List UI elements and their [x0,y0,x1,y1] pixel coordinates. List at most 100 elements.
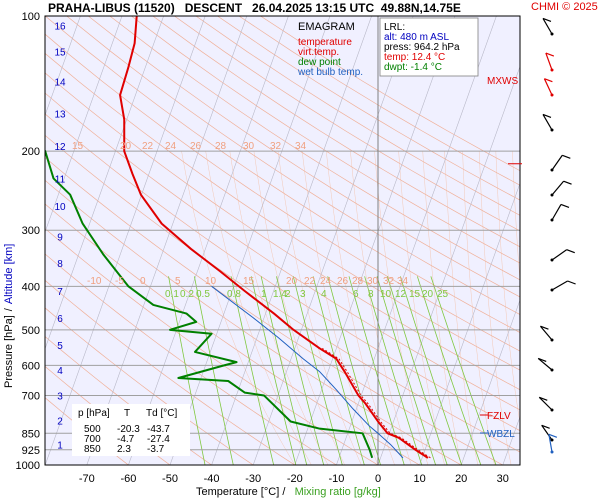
temp-tick-label: -20 [287,473,303,485]
adiabat-label-top: 24 [165,141,177,152]
table-cell: -4.7 [117,434,135,445]
isotherm [45,16,206,465]
y-axis-altitude-label: Altitude [km] [3,243,15,305]
lrl-title: LRL: [384,22,405,33]
lrl-press: press: 964.2 hPa [384,42,460,53]
mixing-ratio-line [230,276,275,465]
isotherm [45,16,123,233]
sounding-table: p [hPa] T Td [°C] 500 -20.3 -43.7 700 -4.7 -27.4… [72,404,190,456]
adiabat-label-mid: 5 [175,276,181,287]
temp-tick-label: 10 [413,473,425,485]
temp-tick-label: -60 [120,473,136,485]
isotherm [45,16,164,350]
wind-barb-dot [550,168,554,172]
pressure-tick-label: 200 [22,146,40,158]
altitude-tick-label: 14 [54,78,66,89]
temp-tick-label: 30 [497,473,509,485]
adiabat-label-mid: 24 [320,276,332,287]
adiabat-label-mid: -10 [87,276,102,287]
temp-tick-label: -50 [162,473,178,485]
adiabat-label-mid: 30 [367,276,379,287]
isotherm [211,16,372,465]
series-dew-point [45,149,374,459]
isotherm [377,65,520,465]
wind-barb-staff [545,52,553,71]
mxws-label: MXWS [487,76,518,87]
series-temperature [119,16,429,459]
wind-barb-dot [550,368,554,372]
mixing-ratio-label: 0.1 [165,289,179,300]
table-cell: -43.7 [147,424,170,435]
mixing-ratio-line [327,276,381,465]
dry-adiabat [45,72,520,391]
dry-adiabat [66,16,520,315]
mixing-ratio-line [376,276,437,465]
table-cell: 700 [84,434,101,445]
adiabat-label-mid: 28 [352,276,364,287]
altitude-tick-label: 10 [54,202,66,213]
adiabat-label-mid: 0 [140,276,146,287]
wind-barbs [537,17,576,454]
altitude-tick-label: 16 [54,22,66,33]
isotherm [294,16,456,465]
table-cell: -3.7 [147,444,165,455]
dry-adiabat [45,113,520,432]
mixing-ratio-label: 25 [437,289,449,300]
page-title: PRAHA-LIBUS (11520) DESCENT 26.04.2025 1… [48,1,461,15]
mixing-ratio-line [292,276,343,465]
mixing-ratio-line [387,276,448,465]
table-cell: -27.4 [147,434,170,445]
mixing-ratio-line [399,276,463,465]
altitude-tick-label: 5 [57,341,63,352]
altitude-tick-label: 9 [57,233,63,244]
wind-barb-dot [550,32,554,36]
wind-barb-flag [548,433,558,438]
mixing-ratio-label: 2 [285,289,291,300]
isotherm [252,16,414,465]
adiabat-label-mid: 34 [397,276,409,287]
legend-title: EMAGRAM [298,21,355,33]
pressure-tick-label: 850 [22,428,40,440]
mixing-ratio-line [276,276,325,465]
wind-barb-dot [550,193,554,197]
y-axis-title: Pressure [hPa] / Altitude [km] [3,244,15,388]
wind-barb-dot [550,288,554,292]
legend-item: dew point [298,57,341,68]
wind-barb-staff [542,18,553,35]
isotherm [128,16,289,465]
wind-barb-dot [550,93,554,97]
mixing-ratio-label: 10 [380,289,392,300]
pressure-tick-label: 400 [22,281,40,293]
altitude-tick-label: 12 [54,142,66,153]
isotherm [169,16,331,465]
wind-barb-dot [550,408,554,412]
plot-layer [45,16,520,465]
lrl-dwpt: dwpt: -1.4 °C [384,62,442,73]
pressure-tick-label: 925 [22,445,40,457]
mixing-ratio-label: 3 [300,289,306,300]
adiabat-label-top: 28 [215,141,227,152]
wind-barb-flag [542,113,552,118]
mixing-ratio-line [348,276,405,465]
wind-barb-staff [551,204,562,221]
wind-barb-staff [539,325,553,341]
mixing-ratio-label: 12 [395,289,407,300]
table-cell: 2.3 [117,444,131,455]
adiabat-label-top: 15 [72,141,84,152]
altitude-tick-label: 13 [54,110,66,121]
mixing-ratio-label: 6 [353,289,359,300]
wind-barb-flag [562,154,571,159]
plot-frame [44,15,521,466]
pressure-tick-label: 500 [22,325,40,337]
pressure-tick-label: 100 [22,11,40,23]
wbzl-label: WBZL [487,429,515,440]
altitude-tick-label: 2 [57,416,63,427]
wind-barb-dot [550,68,554,72]
temp-tick-label: 20 [455,473,467,485]
pressure-tick-label: 1000 [16,460,40,472]
legend-item: wet bulb temp. [297,67,363,78]
mixing-ratio-label: 0.5 [196,289,210,300]
dry-adiabat [195,16,520,216]
mixing-ratio-label: 20 [422,289,434,300]
adiabat-label-mid: -5 [115,276,124,287]
